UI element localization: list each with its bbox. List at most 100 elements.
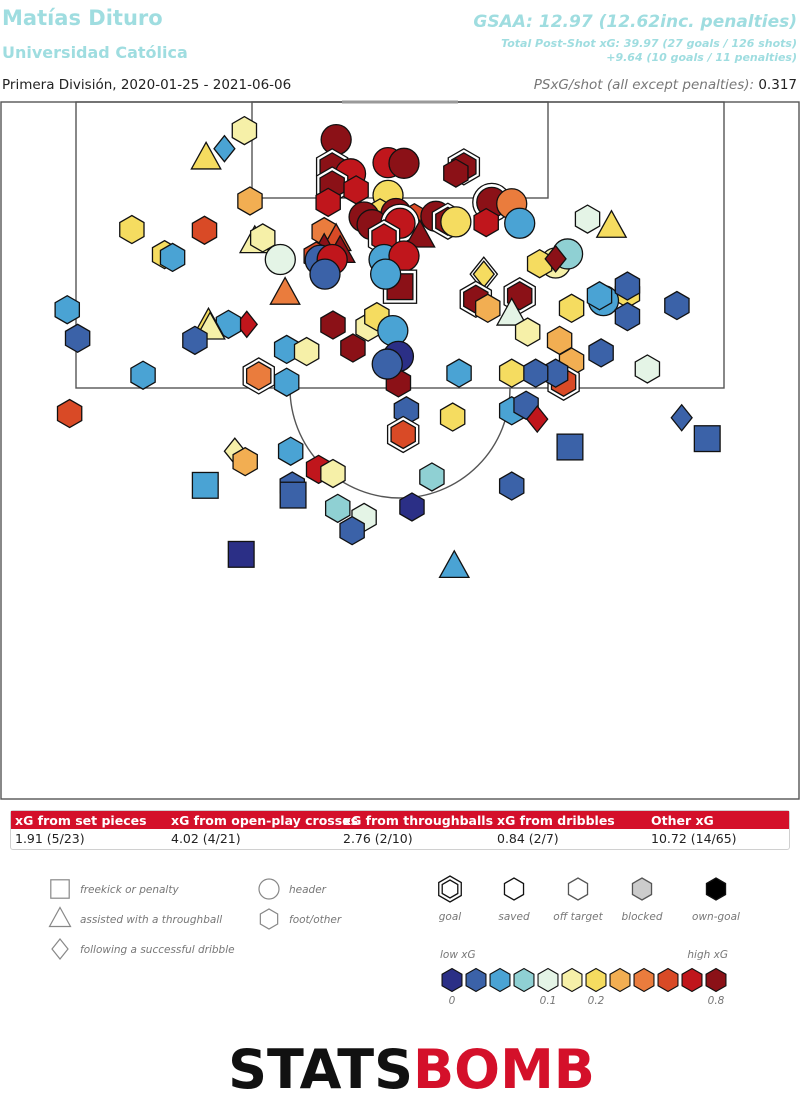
shot-marker [231,115,258,146]
legend-square-label: freekick or penalty [80,884,179,896]
shot-marker [556,433,584,461]
shot-marker [526,405,549,434]
shot-marker [386,415,420,454]
legend: freekick or penalty assisted with a throu… [48,875,740,1007]
legend-triangle: assisted with a throughball [48,906,222,928]
shot-marker [273,367,300,397]
xg-value-throughballs: 2.76 (2/10) [343,831,413,846]
legend-diamond: following a successful dribble [51,938,235,960]
xg-value-other: 10.72 (14/65) [651,831,737,846]
shot-marker [191,215,218,246]
scale-tick-1: 0.1 [540,995,557,1007]
xg-header-other: Other xG [651,813,714,828]
shot-marker [340,333,366,363]
shot-marker [693,425,721,453]
logo-stats: STATS [228,1040,413,1100]
shot-marker [595,209,628,238]
shot-marker [269,276,301,305]
shot-marker [588,338,614,368]
shot-marker [574,204,601,234]
shot-marker [498,471,525,501]
scale-swatch [441,967,463,993]
legend-hexagon-label: foot/other [289,914,342,926]
shot-marker [119,214,145,245]
shot-marker [320,310,346,340]
shot-marker [56,398,83,429]
scale-swatch [705,967,727,993]
legend-outcome-label: saved [498,911,530,923]
legend-outcome-label: own-goal [692,911,740,923]
shot-marker [54,294,81,325]
shot-marker [495,297,528,326]
shot-marker [388,147,420,179]
scale-swatch [465,967,487,993]
legend-outcome-own-goal: own-goal [692,877,740,923]
legend-outcome-goal: goal [438,875,462,923]
shot-marker [498,358,525,388]
legend-outcome-label: goal [439,911,462,923]
shot-map: freekick or penalty assisted with a throu… [0,100,800,1007]
shot-marker [343,175,369,205]
scale-swatch [609,967,631,993]
shot-marker [315,187,341,218]
shot-marker [473,207,499,238]
scale-swatch [681,967,703,993]
shot-marker [404,219,436,248]
psxg-per-shot: PSxG/shot (all except penalties): 0.317 [534,77,797,93]
shot-marker [371,348,403,380]
shot-marker [242,357,275,395]
penalty-arc [289,387,511,499]
legend-outcome-label: blocked [622,911,663,923]
legend-diamond-label: following a successful dribble [80,944,235,956]
shot-marker [439,402,466,432]
shot-marker [614,271,641,301]
scale-tick-3: 0.8 [708,995,725,1007]
scale-swatch [513,967,535,993]
penalties-summary: +9.64 (10 goals / 11 penalties) [606,51,797,64]
shot-marker [514,317,541,347]
legend-triangle-label: assisted with a throughball [80,914,222,926]
shots-layer [54,115,721,579]
shot-marker [237,186,263,216]
shot-marker [249,223,276,253]
shot-marker [339,515,365,546]
shot-marker [213,134,236,163]
shot-marker [190,141,222,170]
shot-marker [369,258,402,290]
statsbomb-logo: STATS BOMB [228,1040,595,1100]
legend-outcome-off-target: off target [553,877,604,923]
shot-marker [634,354,661,384]
scale-tick-2: 0.2 [588,995,605,1007]
shot-marker [293,336,320,367]
shot-marker [320,123,352,156]
shot-marker [504,207,536,239]
xg-header-throughballs: xG from throughballs [343,813,494,828]
logo-bomb: BOMB [413,1040,595,1100]
shot-marker [279,481,307,509]
psxg-per-shot-label: PSxG/shot (all except penalties): [533,77,755,93]
scale-swatch [585,967,607,993]
shot-marker [526,248,553,279]
shape-legend: freekick or penalty assisted with a throu… [48,878,342,960]
shot-marker [309,258,341,290]
legend-outcome-saved: saved [498,877,530,923]
scale-high-label: high xG [687,949,728,961]
xg-value-crosses: 4.02 (4/21) [171,831,241,846]
shot-marker [130,360,156,390]
outcome-legend: goal saved off target blocked own-goal [438,875,740,923]
legend-square: freekick or penalty [50,879,179,899]
legend-outcome-label: off target [553,911,603,923]
team-name: Universidad Católica [2,43,188,62]
scale-swatch [657,967,679,993]
shot-marker [446,358,472,388]
shot-marker [264,243,296,276]
shot-marker [159,242,186,273]
xg-table-header: xG from set pieces xG from open-play cro… [11,811,789,829]
shot-marker [586,281,613,311]
xg-value-dribbles: 0.84 (2/7) [497,831,559,846]
shot-marker [215,309,242,340]
shot-marker [182,325,208,356]
scale-swatch [489,967,511,993]
shot-marker [664,290,690,321]
scale-swatches [441,967,727,993]
